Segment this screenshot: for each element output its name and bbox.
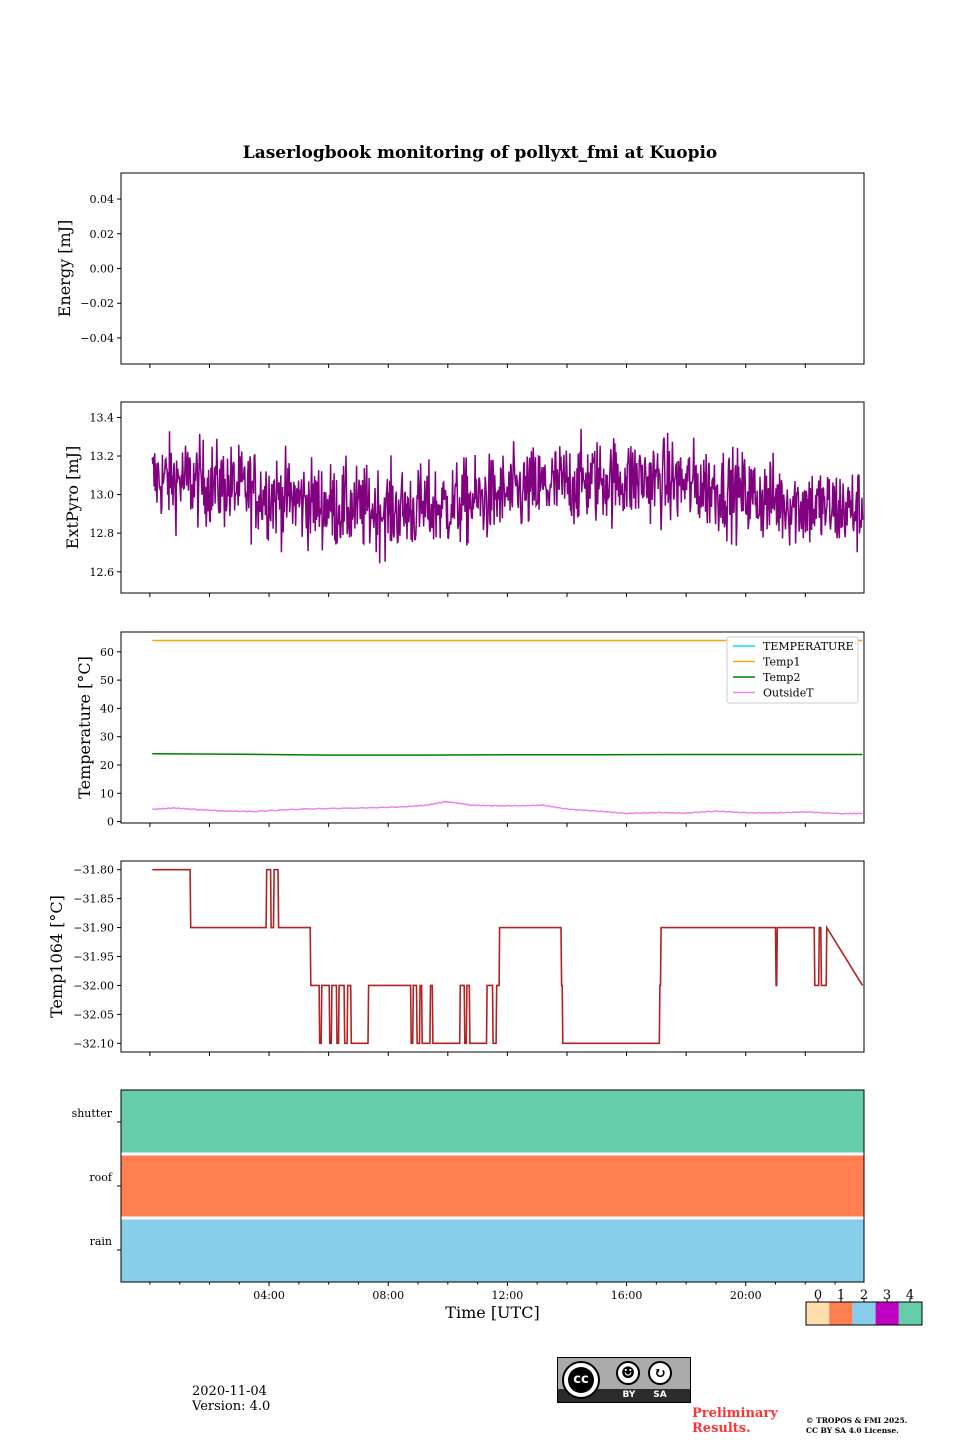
ytick-label: 13.2 (90, 450, 115, 463)
series-temp1064 (152, 868, 864, 1045)
colorbar-cell-4 (898, 1302, 922, 1325)
ytick-label: 0.00 (90, 263, 115, 276)
footer-date: 2020-11-04 (192, 1384, 267, 1399)
ytick-label: 20 (100, 759, 114, 772)
xlabel: Time [UTC] (445, 1303, 539, 1322)
ytick-label: 0.04 (90, 193, 115, 206)
ytick-label: −0.02 (80, 297, 114, 310)
xtick-label: 12:00 (492, 1289, 524, 1302)
ytick-label: −32.00 (73, 979, 114, 992)
ytick-label: −31.90 (73, 922, 114, 935)
ytick-label: 60 (100, 646, 114, 659)
axes-frame (120, 1089, 865, 1283)
series-extpyro (151, 428, 864, 564)
ytick-label: 10 (100, 787, 114, 800)
preliminary-line2: Results. (692, 1421, 751, 1436)
status-label-shutter: shutter (72, 1107, 113, 1120)
colorbar-tick-label: 0 (814, 1288, 822, 1303)
panel-energy: 0.04 0.02 0.00 −0.02 −0.04 Energy [mJ] (55, 172, 865, 368)
xtick-label: 04:00 (253, 1289, 285, 1302)
xtick-label: 20:00 (730, 1289, 762, 1302)
copyright: © TROPOS & FMI 2025. CC BY SA 4.0 Licens… (806, 1416, 907, 1436)
ylabel: Temp1064 [°C] (47, 895, 66, 1018)
ytick-label: 0 (107, 816, 114, 829)
legend-box (726, 636, 859, 704)
colorbar-tick-label: 4 (906, 1288, 914, 1303)
copyright-line1: © TROPOS & FMI 2025. (806, 1416, 908, 1425)
ytick-label: −32.10 (73, 1037, 114, 1050)
by-icon: ☻ (616, 1361, 640, 1385)
colorbar-cell-2 (852, 1302, 876, 1325)
ytick-label: 50 (100, 674, 114, 687)
ytick-label: −32.05 (73, 1008, 114, 1021)
ylabel: Energy [mJ] (55, 220, 74, 318)
series-temp2 (152, 752, 863, 756)
ytick-label: 0.02 (90, 228, 115, 241)
panel-extpyro: 13.4 13.2 13.0 12.8 12.6 ExtPyro [mJ] (63, 401, 865, 597)
chart-title: Laserlogbook monitoring of pollyxt_fmi a… (243, 143, 718, 163)
series-outsidet (152, 800, 863, 815)
axes-frame (120, 401, 865, 594)
colorbar-cell-3 (875, 1302, 899, 1325)
by-label: BY (622, 1390, 636, 1400)
legend-label-outsidet: OutsideT (763, 687, 814, 700)
colorbar-tick-label: 2 (860, 1288, 868, 1303)
colorbar-cell-1 (829, 1302, 853, 1325)
xtick-label: 16:00 (611, 1289, 643, 1302)
status-row-roof (121, 1154, 864, 1218)
footer-version: Version: 4.0 (192, 1399, 271, 1414)
footer-info: 2020-11-04 Version: 4.0 (192, 1384, 270, 1414)
cc-icon: cc (562, 1361, 600, 1399)
legend-label-temperature: TEMPERATURE (763, 640, 854, 653)
ytick-label: 13.0 (90, 489, 115, 502)
panel-temp1064: −31.80 −31.85 −31.90 −31.95 −32.00 −32.05 −32.… (47, 860, 865, 1056)
ytick-label: 12.8 (90, 527, 115, 540)
colorbar-tick-label: 3 (883, 1288, 891, 1303)
ylabel: ExtPyro [mJ] (63, 446, 82, 549)
preliminary-line1: Preliminary (692, 1406, 778, 1421)
ytick-label: 12.6 (90, 566, 115, 579)
status-row-shutter (121, 1090, 864, 1154)
ytick-label: −0.04 (80, 332, 114, 345)
ytick-label: −31.80 (73, 864, 114, 877)
ytick-label: 30 (100, 731, 114, 744)
ytick-label: −31.95 (73, 951, 114, 964)
ytick-label: 40 (100, 702, 114, 715)
axes-frame (120, 631, 865, 824)
panel-status: shutter roof rain 04:00 08:00 12:00 16:00 20:00… (72, 1089, 923, 1326)
panel-temperature: 60 50 40 30 20 10 0 Temperature [°C] TEMPERATURE… (75, 631, 865, 829)
legend-label-temp2: Temp2 (763, 671, 800, 684)
ytick-label: 13.4 (90, 411, 115, 424)
legend: TEMPERATURE Temp1 Temp2 OutsideT (726, 636, 859, 704)
sa-label: SA (653, 1390, 667, 1400)
cc-license-badge: cc ☻ ↻ BY SA (557, 1357, 691, 1403)
status-label-roof: roof (89, 1171, 113, 1184)
status-row-rain (121, 1218, 864, 1282)
copyright-line2: CC BY SA 4.0 License. (806, 1426, 899, 1435)
preliminary-results: Preliminary Results. (692, 1406, 778, 1436)
axes-frame (120, 172, 865, 365)
ytick-label: −31.85 (73, 893, 114, 906)
xtick-label: 08:00 (372, 1289, 404, 1302)
axes-frame (120, 860, 865, 1053)
colorbar-cell-0 (806, 1302, 830, 1325)
sa-icon: ↻ (648, 1361, 672, 1385)
legend-label-temp1: Temp1 (763, 656, 800, 669)
colorbar-tick-label: 1 (837, 1288, 845, 1303)
status-label-rain: rain (90, 1235, 112, 1248)
ylabel: Temperature [°C] (75, 656, 94, 799)
